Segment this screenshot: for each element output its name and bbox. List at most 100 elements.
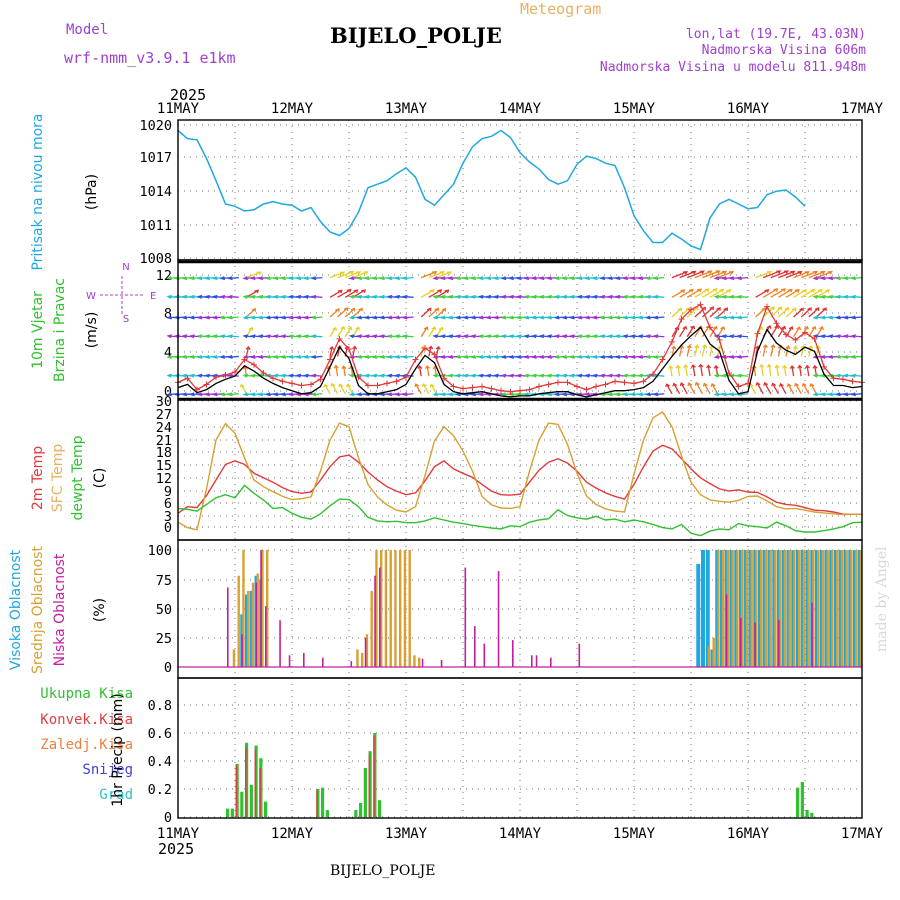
precip-total-bar bbox=[240, 791, 244, 817]
panels: 1020101710141011100812840302724211815129… bbox=[139, 118, 865, 826]
x-tick-top: 17MAY bbox=[841, 101, 884, 117]
cloud-low-bar bbox=[241, 634, 243, 667]
temp-line-1 bbox=[177, 411, 862, 531]
precip-total-bar bbox=[226, 808, 230, 817]
precip-legend-item: Snijeg bbox=[82, 762, 133, 778]
precip-total-bar bbox=[796, 787, 800, 817]
pressure-line bbox=[177, 129, 806, 251]
cloud-mid-bar bbox=[755, 550, 758, 667]
cloud-mid-bar bbox=[788, 550, 791, 667]
y-tick: 0 bbox=[164, 520, 172, 536]
temp-ylabel-dew: dewpt Temp bbox=[70, 435, 86, 520]
y-tick: 12 bbox=[156, 268, 172, 284]
precip-conv-bar bbox=[235, 765, 238, 817]
cloud-mid-bar bbox=[389, 550, 392, 667]
year-top: 2025 bbox=[170, 86, 206, 104]
cloud-mid-bar bbox=[812, 550, 815, 667]
cloud-low-bar bbox=[778, 620, 780, 667]
cloud-mid-bar bbox=[821, 550, 825, 667]
coords-text: lon,lat (19.7E, 43.03N) bbox=[686, 27, 866, 42]
panel-pressure: 1020 1017 1014 1011 1008 bbox=[139, 118, 863, 267]
cloud-high-bar bbox=[705, 550, 710, 667]
y-tick: 0.8 bbox=[148, 698, 172, 714]
y-tick: 1017 bbox=[139, 150, 172, 166]
y-tick: 30 bbox=[156, 394, 172, 410]
cloud-low-bar bbox=[483, 643, 486, 667]
cloud-low-bar bbox=[260, 550, 262, 667]
cloud-mid-bar bbox=[774, 550, 777, 667]
cloud-mid-bar bbox=[232, 649, 236, 667]
precip-total-bar bbox=[354, 810, 358, 817]
cloud-low-bar bbox=[474, 626, 476, 667]
cloud-low-bar bbox=[303, 652, 305, 667]
y-tick: 24 bbox=[156, 420, 172, 436]
temp-ylabel-sfc: SFC Temp bbox=[50, 444, 66, 513]
x-tick-top: 14MAY bbox=[499, 101, 542, 117]
cloud-mid-bar bbox=[242, 550, 245, 667]
station-title: BIJELO_POLJE bbox=[330, 23, 502, 48]
wind-ylabel-sub: Brzina i Pravac bbox=[52, 278, 68, 382]
y-tick: 18 bbox=[156, 445, 172, 461]
cloud-mid-bar bbox=[247, 590, 250, 667]
x-tick-bottom: 14MAY bbox=[499, 826, 542, 842]
y-tick: 0.6 bbox=[148, 726, 172, 742]
precip-total-bar bbox=[321, 787, 325, 817]
precip-total-bar bbox=[810, 812, 814, 817]
x-tick-bottom: 11MAY bbox=[157, 826, 200, 842]
cloud-mid-bar bbox=[845, 550, 848, 667]
cloud-mid-bar bbox=[840, 550, 844, 667]
precip-conv-bar bbox=[259, 768, 261, 817]
cloud-low-bar bbox=[531, 655, 533, 667]
y-tick: 0.2 bbox=[148, 782, 172, 798]
wind-unit: (m/s) bbox=[84, 312, 100, 349]
cloud-ylabel-mid: Srednja Oblacnost bbox=[30, 546, 46, 674]
altitude-text: Nadmorska Visina 606m bbox=[702, 43, 867, 58]
x-tick-top: 16MAY bbox=[727, 101, 770, 117]
watermark: made by Angel bbox=[874, 546, 890, 652]
cloud-low-bar bbox=[754, 622, 756, 667]
cloud-mid-bar bbox=[764, 550, 768, 667]
cloud-low-bar bbox=[497, 571, 500, 667]
cloud-mid-bar bbox=[859, 550, 863, 667]
y-tick: 75 bbox=[156, 573, 172, 589]
cloud-mid-bar bbox=[726, 550, 730, 667]
cloud-low-bar bbox=[227, 587, 229, 667]
cloud-mid-bar bbox=[399, 550, 402, 667]
cloud-mid-bar bbox=[365, 634, 369, 667]
x-tick-bottom: 12MAY bbox=[271, 826, 314, 842]
x-axis-top: 11MAY 12MAY 13MAY 14MAY 15MAY 16MAY 17MAY bbox=[157, 101, 884, 117]
x-axis-bottom: 11MAY 12MAY 13MAY 14MAY 15MAY 16MAY 17MAY bbox=[157, 826, 884, 842]
y-tick: 27 bbox=[156, 407, 172, 423]
cloud-low-bar bbox=[464, 567, 467, 667]
pressure-unit: (hPa) bbox=[84, 174, 100, 210]
temp-line-0 bbox=[177, 444, 862, 515]
cloud-mid-bar bbox=[707, 645, 711, 667]
cloud-mid-bar bbox=[793, 550, 796, 667]
cloud-low-bar bbox=[550, 657, 552, 667]
cloud-mid-bar bbox=[251, 582, 255, 667]
cloud-ylabel-high: Visoka Oblacnost bbox=[8, 549, 24, 670]
cloud-low-bar bbox=[374, 575, 376, 667]
cloud-low-bar bbox=[322, 657, 324, 667]
wind-ylabel: 10m Vjetar bbox=[30, 291, 46, 369]
y-tick: 4 bbox=[164, 345, 172, 361]
x-tick-top: 12MAY bbox=[271, 101, 314, 117]
cloud-low-bar bbox=[255, 582, 258, 667]
cloud-mid-bar bbox=[745, 550, 749, 667]
precip-total-bar bbox=[800, 782, 804, 817]
cloud-mid-bar bbox=[807, 550, 810, 667]
x-tick-top: 15MAY bbox=[613, 101, 656, 117]
model-name: wrf-nmm_v3.9.1 e1km bbox=[64, 49, 236, 67]
cloud-low-bar bbox=[740, 617, 742, 667]
cloud-unit: (%) bbox=[92, 598, 108, 622]
x-tick-top: 11MAY bbox=[157, 101, 200, 117]
cloud-mid-bar bbox=[741, 550, 744, 667]
cloud-mid-bar bbox=[403, 550, 407, 667]
cloud-mid-bar bbox=[717, 550, 720, 667]
cloud-low-bar bbox=[811, 602, 813, 667]
precip-total-bar bbox=[359, 803, 363, 817]
precip-conv-bar bbox=[245, 748, 247, 817]
y-tick: 8 bbox=[164, 306, 172, 322]
y-tick: 6 bbox=[164, 496, 172, 512]
